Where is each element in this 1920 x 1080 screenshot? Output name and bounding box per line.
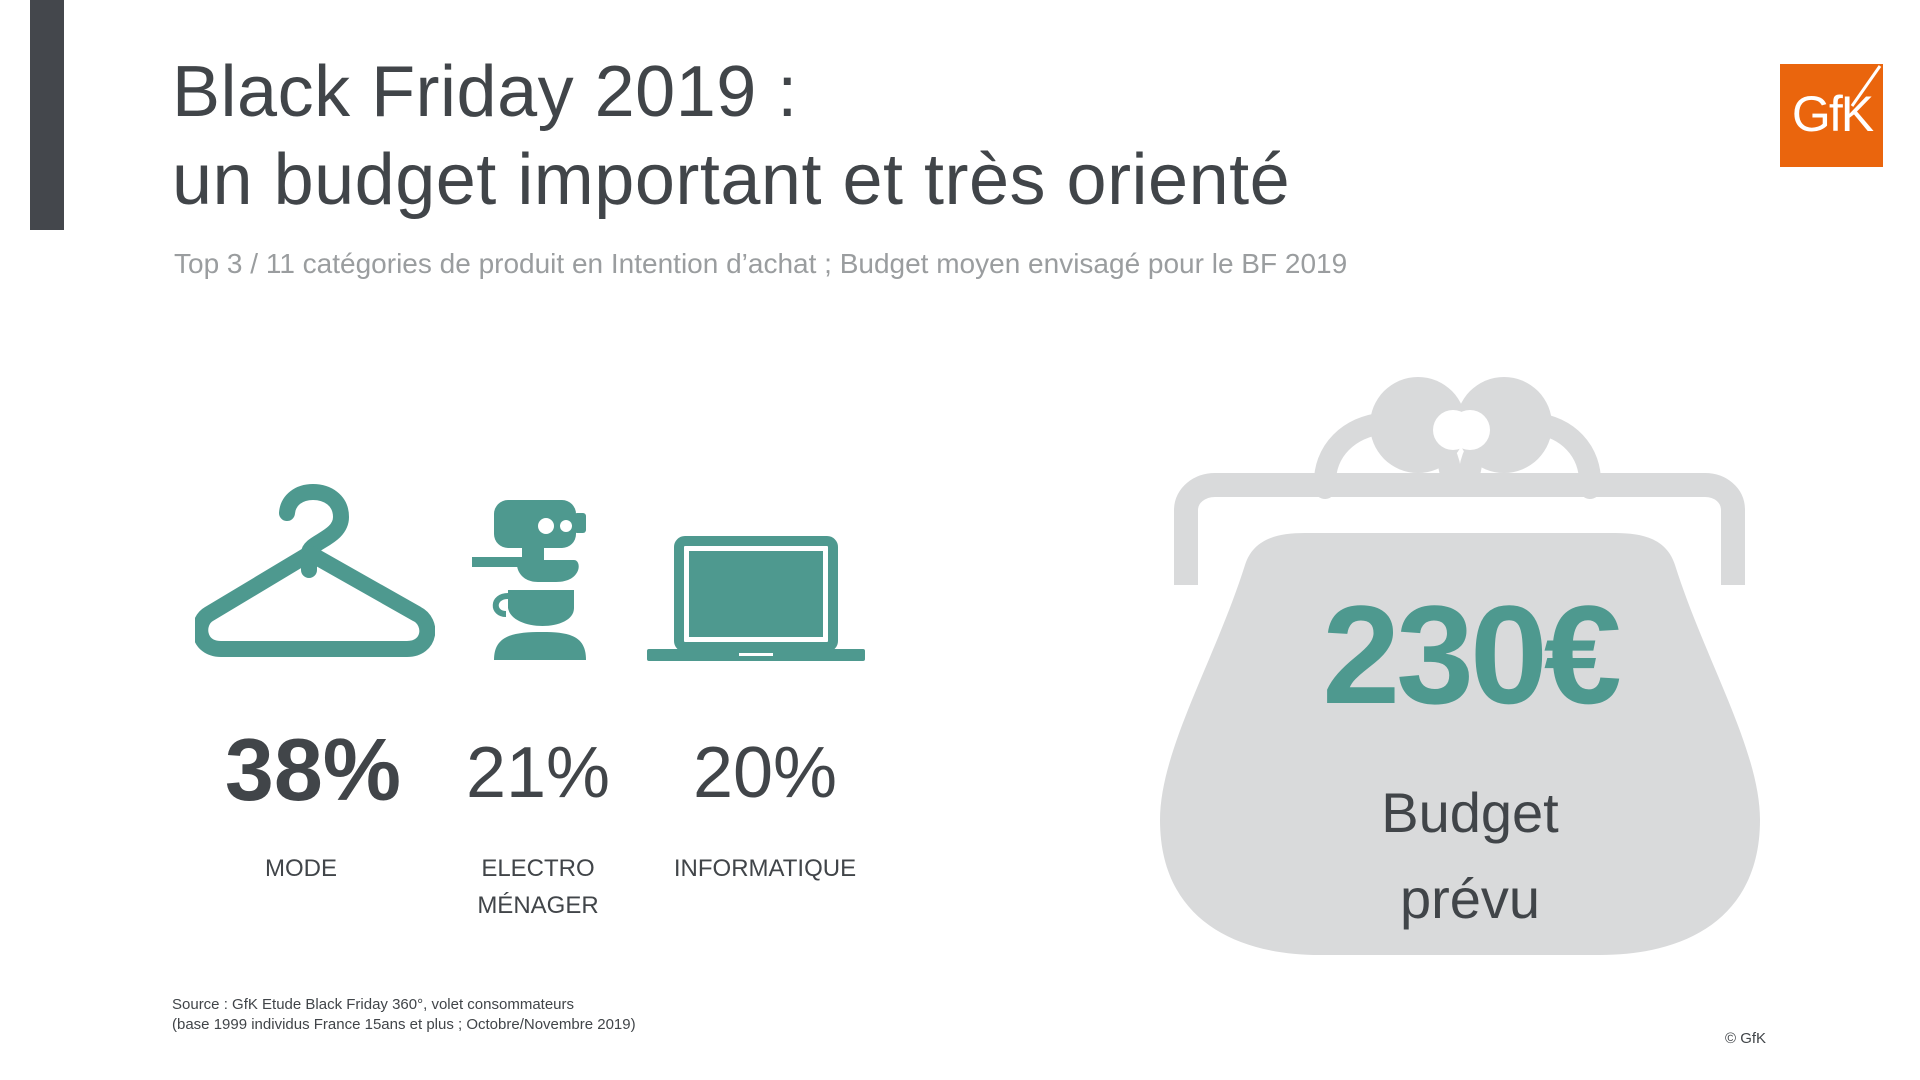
- page-title: Black Friday 2019 : un budget important …: [172, 48, 1290, 224]
- accent-bar: [30, 0, 64, 230]
- stat-mode-label: MODE: [171, 850, 431, 887]
- stat-informatique-label: INFORMATIQUE: [635, 850, 895, 887]
- stat-informatique-value: 20%: [692, 733, 838, 813]
- budget-label-line-1: Budget: [1381, 781, 1559, 844]
- stat-electromenager-label-line-1: ELECTRO: [481, 855, 595, 882]
- hanger-icon: [195, 483, 435, 657]
- stat-mode-label-line: MODE: [265, 855, 337, 882]
- stat-mode-value: 38%: [224, 720, 402, 819]
- budget-label-line-2: prévu: [1399, 867, 1541, 930]
- purse-icon: [1160, 377, 1760, 955]
- gfk-logo: GfK: [1780, 64, 1883, 167]
- page-subtitle: Top 3 / 11 catégories de produit en Inte…: [174, 248, 1348, 279]
- budget-amount: 230€: [1322, 576, 1621, 733]
- page-title-line-2: un budget important et très orienté: [172, 140, 1291, 220]
- stat-informatique-label-line: INFORMATIQUE: [673, 855, 857, 882]
- logo-slash-icon: [1850, 65, 1882, 107]
- source-line-1: Source : GfK Etude Black Friday 360°, vo…: [172, 996, 575, 1013]
- copyright: © GfK: [1725, 1030, 1767, 1047]
- stat-electromenager-label-line-2: MÉNAGER: [477, 892, 599, 919]
- budget-label: Budget prévu: [1270, 770, 1670, 942]
- source-line-2: (base 1999 individus France 15ans et plu…: [172, 1016, 636, 1033]
- stat-electromenager-label: ELECTRO MÉNAGER: [408, 850, 668, 924]
- stat-electromenager-value: 21%: [465, 733, 611, 813]
- logo-text: GfK: [1791, 86, 1874, 142]
- page-title-line-1: Black Friday 2019 :: [172, 52, 798, 132]
- laptop-icon: [647, 536, 865, 661]
- source-note: Source : GfK Etude Black Friday 360°, vo…: [172, 995, 636, 1035]
- coffee-machine-icon: [472, 500, 586, 660]
